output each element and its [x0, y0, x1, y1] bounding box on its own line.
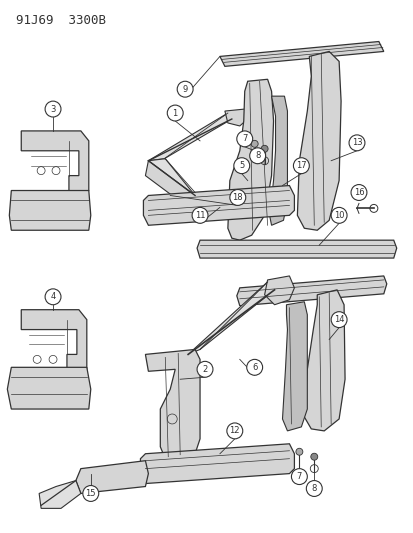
Polygon shape	[219, 42, 383, 66]
Circle shape	[310, 453, 317, 460]
Text: 1: 1	[172, 109, 178, 118]
Text: 8: 8	[254, 151, 260, 160]
Polygon shape	[236, 276, 386, 306]
Polygon shape	[9, 190, 90, 230]
Polygon shape	[21, 131, 88, 200]
Circle shape	[83, 486, 98, 502]
Text: 17: 17	[295, 161, 306, 170]
Circle shape	[177, 81, 192, 97]
Circle shape	[233, 158, 249, 174]
Circle shape	[197, 361, 212, 377]
Circle shape	[236, 131, 252, 147]
Polygon shape	[224, 109, 247, 126]
Polygon shape	[269, 96, 287, 225]
Circle shape	[348, 135, 364, 151]
Polygon shape	[297, 52, 340, 230]
Polygon shape	[145, 350, 199, 461]
Text: 10: 10	[333, 211, 344, 220]
Text: 13: 13	[351, 139, 361, 147]
Polygon shape	[227, 79, 273, 240]
Polygon shape	[143, 185, 294, 225]
Circle shape	[192, 207, 207, 223]
Text: 5: 5	[239, 161, 244, 170]
Polygon shape	[282, 302, 306, 431]
Text: 7: 7	[242, 134, 247, 143]
Circle shape	[226, 423, 242, 439]
Polygon shape	[76, 461, 148, 494]
Circle shape	[167, 105, 183, 121]
Text: 18: 18	[232, 193, 242, 202]
Circle shape	[350, 184, 366, 200]
Text: 9: 9	[182, 85, 188, 94]
Text: 2: 2	[202, 365, 207, 374]
Polygon shape	[188, 282, 274, 354]
Text: 14: 14	[333, 315, 344, 324]
Polygon shape	[148, 113, 231, 161]
Text: 4: 4	[50, 292, 55, 301]
Circle shape	[229, 190, 245, 205]
Text: 7: 7	[296, 472, 301, 481]
Text: 91J69  3300B: 91J69 3300B	[16, 14, 106, 27]
Circle shape	[330, 207, 346, 223]
Circle shape	[249, 148, 265, 164]
Polygon shape	[264, 276, 294, 305]
Circle shape	[291, 469, 306, 484]
Text: 11: 11	[195, 211, 205, 220]
Circle shape	[251, 140, 258, 147]
Polygon shape	[148, 159, 195, 198]
Polygon shape	[145, 161, 195, 211]
Circle shape	[330, 312, 346, 328]
Circle shape	[45, 289, 61, 305]
Polygon shape	[197, 240, 396, 258]
Text: 8: 8	[311, 484, 316, 493]
Polygon shape	[140, 444, 294, 483]
Circle shape	[261, 146, 268, 152]
Polygon shape	[304, 290, 344, 431]
Polygon shape	[39, 481, 81, 508]
Circle shape	[45, 101, 61, 117]
Polygon shape	[7, 367, 90, 409]
Polygon shape	[21, 310, 87, 379]
Text: 15: 15	[85, 489, 96, 498]
Text: 16: 16	[353, 188, 363, 197]
Circle shape	[246, 359, 262, 375]
Circle shape	[295, 448, 302, 455]
Text: 12: 12	[229, 426, 240, 435]
Text: 3: 3	[50, 104, 56, 114]
Circle shape	[306, 481, 321, 496]
Text: 6: 6	[252, 363, 257, 372]
Circle shape	[293, 158, 309, 174]
